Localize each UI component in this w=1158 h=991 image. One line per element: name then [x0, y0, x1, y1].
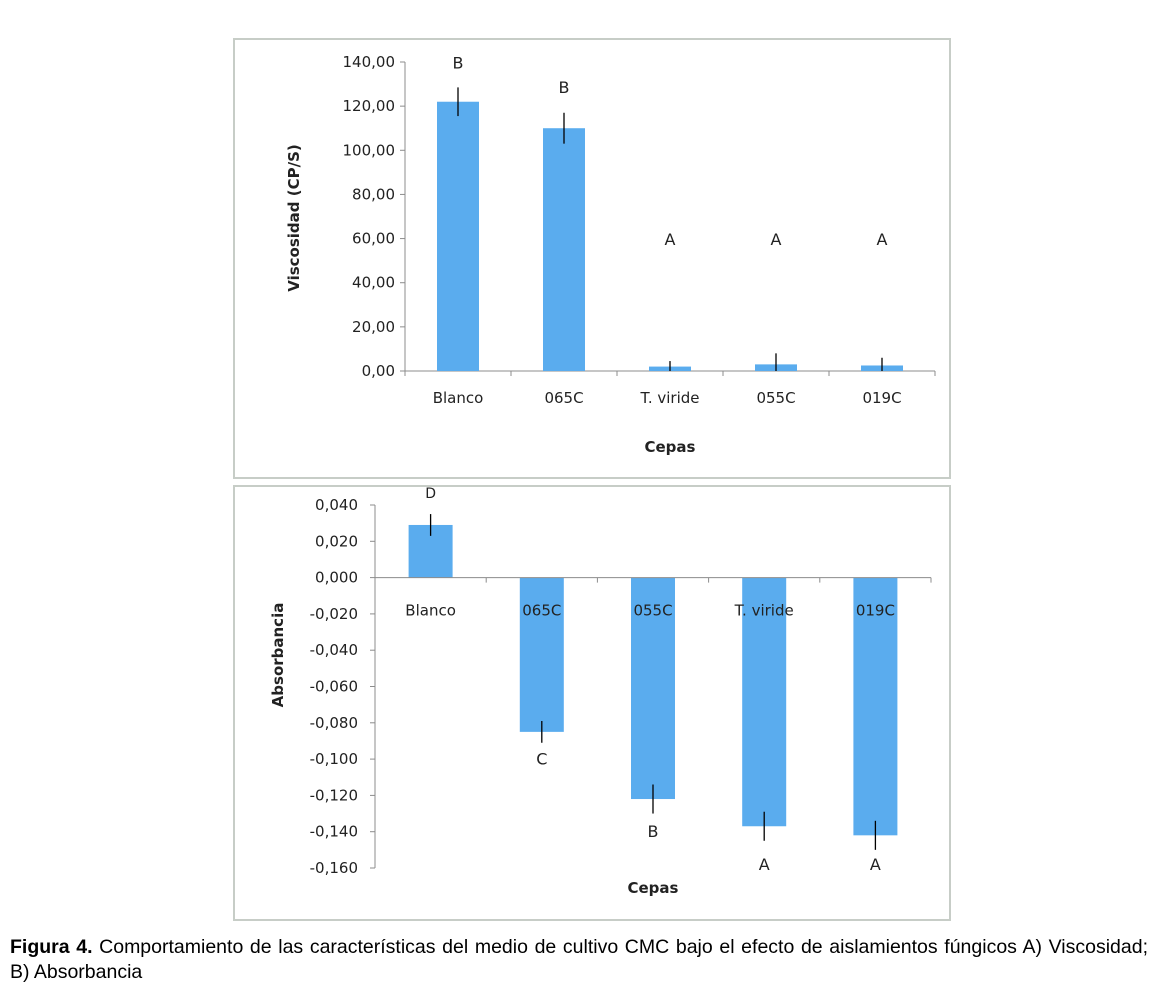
bar-blanco	[437, 101, 479, 371]
x-axis-title: Cepas	[645, 438, 696, 456]
significance-letter: D	[425, 487, 436, 502]
figure-label: Figura 4.	[10, 936, 93, 958]
y-tick-label: 0,000	[315, 569, 358, 587]
x-tick-label: 065C	[544, 389, 583, 407]
figure-caption-text: Comportamiento de las características de…	[10, 936, 1148, 983]
bar-055c	[631, 577, 675, 800]
y-tick-label: 20,00	[352, 318, 395, 336]
bar-065c	[543, 128, 585, 371]
x-tick-label: 019C	[856, 602, 895, 620]
y-tick-label: 40,00	[352, 274, 395, 292]
y-tick-label: -0,020	[310, 605, 358, 623]
absorbancia-chart: 0,040 0,020 0,000 -0,020 -0,040 -0,060 -0,080 -…	[269, 487, 932, 897]
significance-letter: C	[536, 750, 547, 769]
viscosidad-chart: 0,00 20,00 40,00 60,00 80,00 100,00 120,00 140,…	[285, 53, 936, 456]
y-tick-label: -0,140	[310, 823, 358, 841]
x-tick-label: T. viride	[734, 602, 794, 620]
y-tick-label: 0,00	[362, 362, 395, 380]
significance-letter: A	[665, 230, 676, 249]
significance-letter: B	[453, 54, 464, 73]
y-tick-label: 80,00	[352, 185, 395, 203]
bar-t-viride	[742, 577, 787, 827]
significance-letter: A	[771, 230, 782, 249]
y-tick-label: 0,020	[315, 532, 358, 550]
bar-019c	[853, 577, 898, 836]
y-tick-label: -0,060	[310, 678, 358, 696]
y-tick-label: 0,040	[315, 496, 358, 514]
figure-caption: Figura 4. Comportamiento de las caracter…	[10, 935, 1148, 985]
y-tick-label: 100,00	[343, 141, 396, 159]
significance-letter: A	[877, 230, 888, 249]
y-axis-title: Absorbancia	[269, 603, 287, 708]
x-tick-label: 055C	[633, 602, 672, 620]
y-tick-label: 60,00	[352, 230, 395, 248]
x-tick-label: T. viride	[639, 389, 699, 407]
y-tick-label: -0,040	[310, 641, 358, 659]
significance-letter: B	[559, 78, 570, 97]
bar-065c	[519, 577, 564, 732]
x-tick-label: Blanco	[405, 602, 456, 620]
chart-panel-viscosidad: 0,00 20,00 40,00 60,00 80,00 100,00 120,00 140,…	[233, 38, 951, 479]
significance-letter: B	[648, 822, 659, 841]
x-tick-label: Blanco	[433, 389, 484, 407]
y-tick-label: -0,080	[310, 714, 358, 732]
y-tick-label: -0,100	[310, 750, 358, 768]
y-tick-label: -0,120	[310, 786, 358, 804]
y-tick-label: 120,00	[343, 97, 396, 115]
x-tick-label: 065C	[522, 602, 561, 620]
x-axis-title: Cepas	[628, 879, 679, 897]
y-axis-title: Viscosidad (CP/S)	[285, 144, 303, 292]
chart-panel-absorbancia: 0,040 0,020 0,000 -0,020 -0,040 -0,060 -0,080 -…	[233, 485, 951, 921]
y-tick-label: 140,00	[343, 53, 396, 71]
significance-letter: A	[870, 855, 881, 874]
y-tick-label: -0,160	[310, 859, 358, 877]
x-tick-label: 055C	[756, 389, 795, 407]
x-tick-label: 019C	[862, 389, 901, 407]
significance-letter: A	[759, 855, 770, 874]
